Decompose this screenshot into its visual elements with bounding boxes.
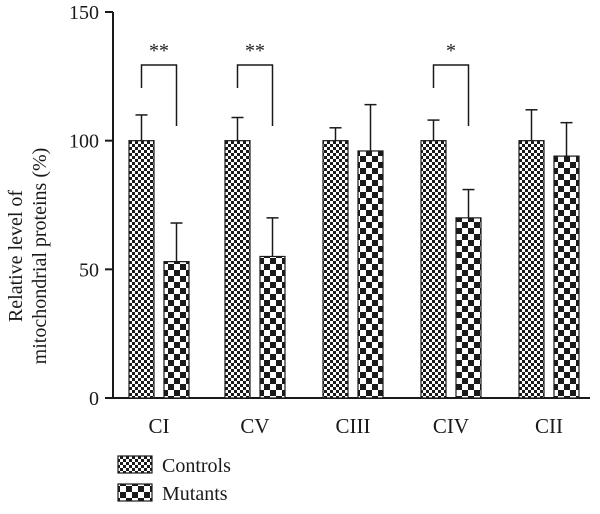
y-tick-label: 50	[79, 259, 99, 281]
legend-label-controls: Controls	[162, 455, 231, 477]
category-label: CIV	[433, 414, 469, 438]
legend-swatch-mutants	[117, 483, 153, 502]
bar-mutants-ciii	[357, 150, 384, 399]
significance-mark: *	[446, 40, 456, 62]
y-tick-label: 100	[69, 131, 99, 153]
category-label: CI	[149, 414, 170, 438]
category-label: CII	[535, 414, 563, 438]
significance-bracket	[236, 64, 274, 126]
bar-mutants-cv	[259, 255, 286, 399]
y-axis-label-line-1: Relative level of	[5, 190, 27, 323]
category-label: CIII	[336, 414, 371, 438]
legend-swatch-controls	[117, 455, 153, 474]
bar-mutants-civ	[455, 217, 482, 399]
y-axis-label-line-2: mitochondrial proteins (%)	[29, 148, 51, 365]
bars	[128, 140, 580, 399]
bar-controls-ciii	[322, 140, 349, 399]
y-tick-label: 0	[89, 388, 99, 410]
error-bars	[135, 103, 573, 262]
significance-mark: **	[149, 40, 169, 62]
significance-mark: **	[245, 40, 265, 62]
significance-bracket	[432, 64, 470, 126]
category-label: CV	[240, 414, 269, 438]
bar-controls-cv	[224, 140, 251, 399]
legend: Controls Mutants	[117, 455, 231, 505]
y-tick-label: 150	[69, 2, 99, 24]
bar-controls-civ	[420, 140, 447, 399]
category-labels: CI CV CIII CIV CII	[149, 414, 564, 438]
significance-brackets: ** ** *	[140, 40, 470, 126]
axes: 0 50 100 150	[69, 2, 590, 410]
legend-label-mutants: Mutants	[162, 483, 228, 505]
bar-mutants-cii	[553, 155, 580, 399]
significance-bracket	[140, 64, 178, 126]
y-axis-label: Relative level of mitochondrial proteins…	[5, 148, 51, 365]
bar-mutants-ci	[163, 261, 190, 399]
bar-controls-cii	[518, 140, 545, 399]
bar-controls-ci	[128, 140, 155, 399]
